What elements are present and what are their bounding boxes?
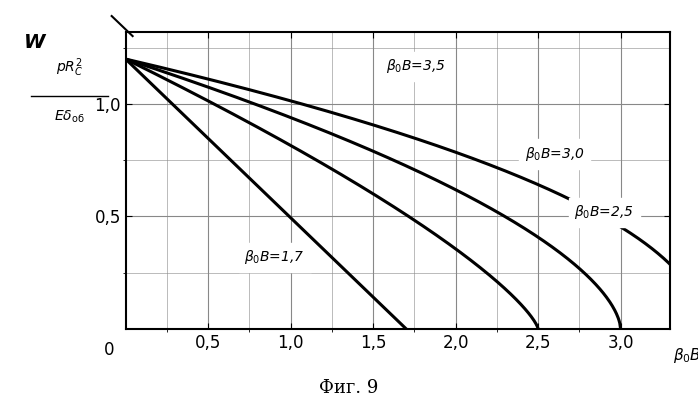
Text: $\beta_0 B$=3,0: $\beta_0 B$=3,0 [525,145,585,163]
Text: W: W [24,33,45,52]
Text: $pR_C^2$: $pR_C^2$ [56,57,84,79]
Text: 0: 0 [103,341,114,359]
Text: $\beta_0 B$=3,5: $\beta_0 B$=3,5 [386,57,446,75]
Text: Фиг. 9: Фиг. 9 [319,379,379,397]
Text: $E\delta_{\text{об}}$: $E\delta_{\text{об}}$ [54,108,85,125]
Text: $\beta_0 B$=1,7: $\beta_0 B$=1,7 [244,248,305,266]
Text: $\beta_0 B$: $\beta_0 B$ [674,346,698,365]
Text: $\beta_0 B$=2,5: $\beta_0 B$=2,5 [574,203,634,221]
